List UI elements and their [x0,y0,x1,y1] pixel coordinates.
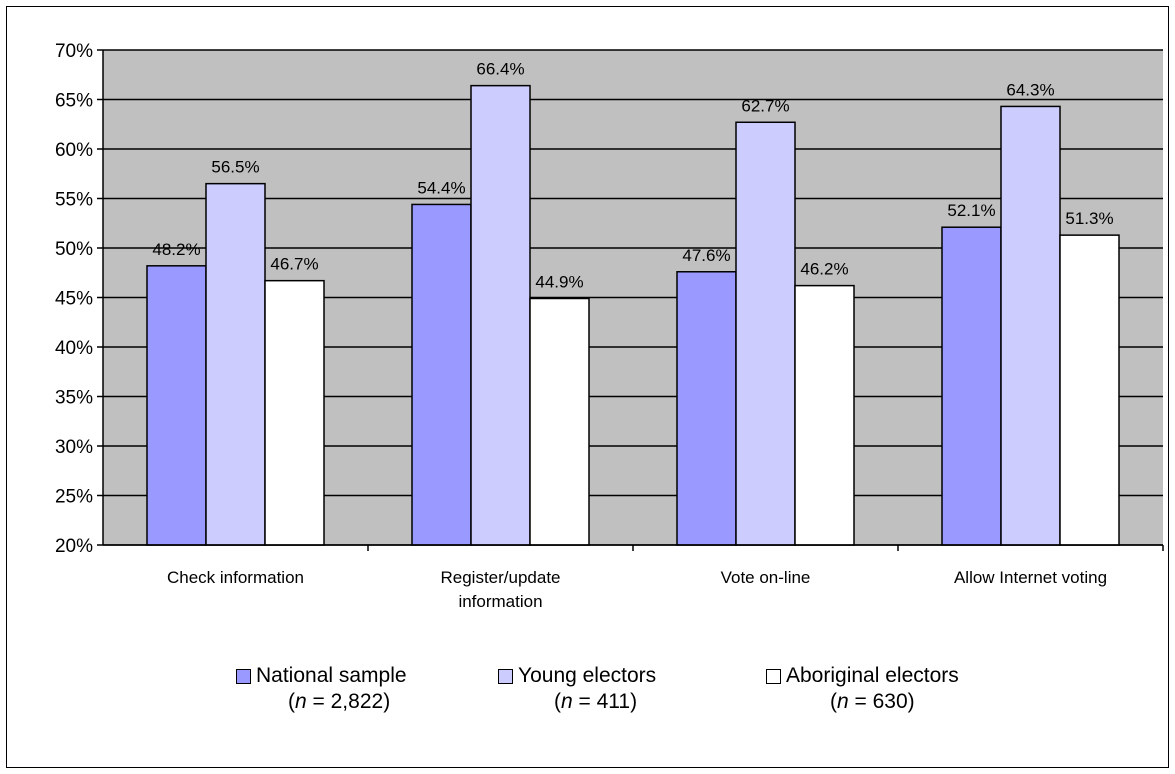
bar [676,271,737,546]
legend-n-eq: = [306,690,331,713]
data-label: 54.4% [417,178,465,197]
y-tick-label: 40% [55,338,93,359]
bar [205,182,266,546]
data-label: 64.3% [1006,80,1054,99]
data-label: 47.6% [682,246,730,265]
legend-swatch-young [498,669,513,684]
legend-n-eq: = [572,690,597,713]
data-label: 46.7% [270,255,318,274]
bar [529,297,590,546]
data-label: 46.2% [800,260,848,279]
data-label: 56.5% [211,158,259,177]
y-tick-label: 70% [55,41,93,62]
data-label: 51.3% [1065,209,1113,228]
legend: National sample (n = 2,822) Young electo… [0,664,1175,724]
legend-n-value-young: 411 [596,690,631,713]
bar [794,284,855,546]
y-tick-label: 20% [55,536,93,557]
bar [146,265,207,546]
legend-n-symbol: n [837,690,849,713]
legend-swatch-aboriginal [766,669,781,684]
data-label: 44.9% [535,272,583,291]
x-category-label: information [458,592,542,611]
bar [735,121,796,546]
x-category-label: Allow Internet voting [954,568,1107,587]
x-category-label: Register/update [440,568,560,587]
legend-n-eq: = [848,690,873,713]
data-label: 48.2% [152,240,200,259]
legend-n-value-national: 2,822 [330,690,384,713]
y-tick-label: 65% [55,91,93,112]
legend-n-symbol: n [295,690,307,713]
y-tick-label: 55% [55,190,93,211]
y-tick-label: 30% [55,437,93,458]
legend-label-young: Young electors [518,664,657,687]
bar [411,203,472,546]
legend-n-young: (n = 411) [554,690,638,713]
legend-label-national: National sample [256,664,407,687]
legend-n-value-aboriginal: 630 [872,690,908,713]
bar [1059,234,1120,546]
legend-n-aboriginal: (n = 630) [830,690,915,713]
x-category-label: Vote on-line [721,568,811,587]
y-tick-label: 35% [55,388,93,409]
bar [470,84,531,546]
data-label: 66.4% [476,60,524,79]
y-tick-label: 60% [55,140,93,161]
data-label: 62.7% [741,96,789,115]
bar [264,279,325,546]
x-category-label: Check information [167,568,304,587]
legend-n-national: (n = 2,822) [288,690,391,713]
y-tick-label: 25% [55,487,93,508]
legend-swatch-national [236,669,251,684]
bar [941,226,1002,546]
data-label: 52.1% [947,201,995,220]
legend-label-aboriginal: Aboriginal electors [786,664,959,687]
bar [1000,105,1061,546]
legend-n-symbol: n [561,690,573,713]
y-tick-label: 50% [55,239,93,260]
y-tick-label: 45% [55,289,93,310]
